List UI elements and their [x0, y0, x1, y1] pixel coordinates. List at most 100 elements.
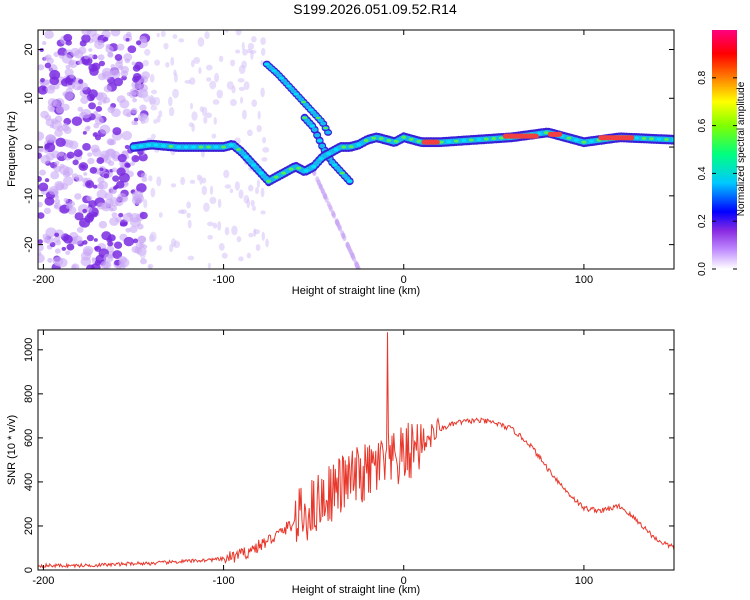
noise-speckle	[262, 136, 267, 144]
noise-speckle	[98, 220, 108, 229]
noise-speckle	[260, 210, 266, 215]
noise-speckle	[163, 42, 169, 50]
secondary-branch-peak	[309, 124, 315, 128]
noise-speckle	[122, 212, 134, 223]
snr-x-label: Height of straight line (km)	[292, 584, 420, 596]
main-ridge-peak	[221, 145, 227, 149]
noise-speckle	[189, 179, 196, 184]
noise-speckle	[72, 159, 79, 166]
main-ridge-peak	[386, 139, 392, 143]
snr-y-label: SNR (10 * v/v)	[6, 415, 18, 485]
noise-speckle	[260, 187, 265, 198]
spectrogram-x-label: Height of straight line (km)	[292, 285, 420, 297]
noise-speckle	[256, 179, 261, 189]
main-ridge-peak	[236, 148, 242, 151]
noise-speckle	[97, 54, 105, 61]
noise-speckle	[86, 234, 94, 242]
upper-streak-core	[325, 130, 332, 135]
noise-speckle	[248, 232, 254, 238]
y-tick-label: 10	[23, 92, 35, 104]
noise-speckle	[97, 101, 103, 106]
noise-speckle	[49, 69, 61, 80]
noise-speckle	[65, 39, 72, 46]
noise-speckle	[247, 42, 255, 50]
noise-speckle	[224, 184, 232, 189]
noise-speckle	[209, 185, 214, 195]
noise-speckle	[55, 137, 66, 148]
noise-speckle	[38, 239, 43, 245]
noise-speckle	[75, 174, 84, 182]
noise-speckle	[44, 149, 49, 154]
noise-speckle	[248, 184, 254, 192]
noise-speckle	[156, 115, 161, 123]
noise-speckle	[172, 34, 178, 39]
colorbar-label: Normalized spectral amplitude	[736, 81, 747, 216]
noise-speckle	[99, 167, 104, 172]
main-ridge-peak	[318, 156, 324, 160]
spectrogram-y-ticks: 20 10 0 -10 -20	[23, 43, 674, 253]
chart-title: S199.2026.051.09.52.R14	[293, 1, 457, 17]
noise-speckle	[151, 89, 158, 95]
upper-streak-peak	[286, 85, 292, 88]
main-ridge-peak	[656, 137, 662, 141]
noise-speckle	[237, 78, 245, 83]
main-ridge-peak	[588, 139, 594, 143]
noise-speckle	[196, 174, 201, 181]
main-ridge-peak	[303, 169, 309, 173]
secondary-branch-core	[319, 143, 326, 149]
noise-speckle	[38, 175, 42, 182]
noise-speckle	[265, 238, 269, 248]
noise-speckle	[218, 242, 225, 251]
noise-speckle	[156, 32, 160, 38]
noise-speckle	[119, 99, 130, 109]
noise-speckle	[95, 105, 103, 112]
main-ridge-peak	[476, 138, 482, 142]
noise-speckle	[111, 167, 118, 173]
main-ridge-peak	[543, 131, 549, 135]
noise-speckle	[160, 30, 166, 38]
noise-speckle	[201, 185, 207, 196]
main-ridge-peak	[258, 171, 264, 175]
noise-speckle	[74, 212, 84, 221]
noise-speckle	[142, 114, 150, 124]
noise-speckle	[207, 262, 211, 269]
secondary-branch-peak	[317, 139, 323, 142]
noise-speckle	[136, 183, 147, 193]
noise-speckle	[130, 107, 138, 115]
main-ridge-peak	[326, 152, 332, 156]
noise-speckle	[82, 130, 87, 135]
secondary-branch-core	[314, 132, 321, 138]
main-ridge-peak	[401, 135, 407, 139]
noise-speckle	[51, 150, 60, 159]
noise-speckle	[173, 69, 177, 76]
noise-speckle	[59, 54, 64, 59]
main-ridge-peak	[251, 163, 257, 167]
noise-speckle	[77, 59, 83, 65]
noise-speckle	[180, 176, 186, 186]
x-tick-label: -200	[32, 575, 54, 587]
upper-streak-peak	[308, 108, 314, 112]
noise-speckle	[43, 79, 50, 86]
noise-speckle	[142, 59, 149, 67]
ridge-hot-segment	[547, 131, 563, 137]
noise-speckle	[144, 48, 151, 56]
upper-streak-peak	[264, 63, 270, 66]
spectrogram-x-ticks: -200 -100 0 100	[32, 30, 593, 286]
noise-speckle	[131, 61, 136, 66]
y-tick-label: 600	[23, 429, 35, 447]
main-ridge-peak	[663, 137, 669, 141]
noise-speckle	[241, 60, 247, 69]
noise-speckle	[111, 212, 118, 218]
noise-speckle	[93, 238, 98, 242]
noise-speckle	[140, 258, 147, 265]
noise-speckle	[131, 120, 137, 126]
noise-speckle	[156, 245, 163, 251]
main-ridge-peak	[191, 145, 197, 149]
main-ridge-peak	[671, 138, 674, 142]
noise-speckle	[190, 102, 194, 110]
noise-speckle	[66, 243, 75, 251]
noise-speckle	[103, 173, 110, 179]
noise-speckle	[80, 96, 89, 105]
noise-speckle	[241, 109, 247, 120]
noise-speckle	[85, 206, 93, 213]
